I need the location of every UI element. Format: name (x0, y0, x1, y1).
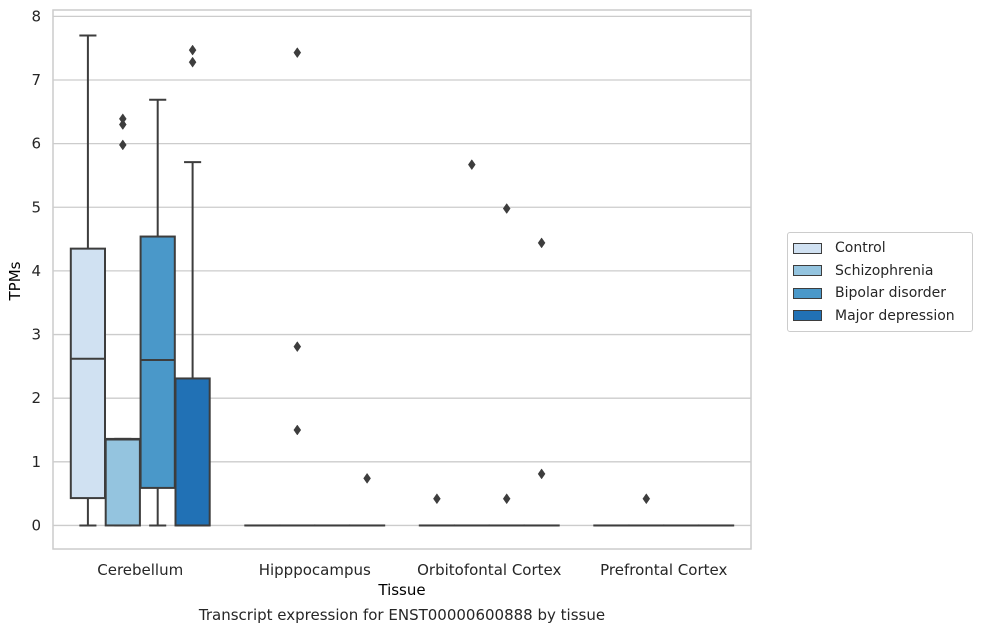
chart-title: Transcript expression for ENST0000060088… (198, 606, 606, 624)
legend-item: Schizophrenia (788, 260, 972, 283)
y-tick-label: 4 (31, 262, 41, 280)
legend-swatch (793, 287, 822, 299)
box-iqr (139, 235, 176, 489)
y-tick-label: 3 (31, 326, 41, 344)
y-tick-label: 0 (31, 516, 41, 534)
outlier-point (537, 237, 546, 249)
box-iqr (104, 437, 141, 527)
legend-label: Control (835, 240, 886, 257)
legend-label: Bipolar disorder (835, 285, 947, 302)
box-plot (174, 44, 211, 527)
box-plots (69, 34, 735, 527)
y-tick-label: 5 (31, 198, 41, 216)
box-iqr (69, 247, 107, 500)
y-tick-labels: 0 1 2 3 4 5 6 7 8 (31, 7, 41, 534)
outlier-point (188, 44, 197, 56)
x-tick-label: Cerebellum (97, 561, 183, 579)
x-tick-labels: Cerebellum Hipppocampus Orbitofontal Corte… (97, 561, 727, 579)
box-plot (453, 159, 490, 527)
outlier-point (118, 113, 127, 125)
y-tick-label: 8 (31, 7, 41, 25)
legend-label: Major depression (835, 307, 955, 324)
box-plot (628, 493, 665, 527)
outlier-point (363, 472, 371, 484)
legend-item: Bipolar disorder (788, 282, 972, 305)
outlier-point (293, 341, 302, 353)
legend-item: Control (788, 237, 972, 260)
legend-swatch (793, 265, 822, 277)
outlier-point (188, 56, 197, 68)
legend-swatch (793, 242, 822, 254)
box-plot (139, 98, 176, 527)
x-tick-label: Orbitofontal Cortex (417, 561, 561, 579)
x-tick-label: Prefrontal Cortex (600, 561, 727, 579)
legend-swatch (793, 310, 822, 322)
plot-frame (52, 9, 752, 550)
legend-item: Major depression (788, 305, 972, 328)
y-tick-label: 7 (31, 71, 41, 89)
outlier-point (502, 203, 511, 214)
legend-label: Schizophrenia (835, 262, 934, 279)
box-plot (104, 113, 141, 527)
outlier-point (433, 493, 441, 505)
box-plot (488, 203, 525, 527)
outlier-point (467, 159, 476, 171)
x-axis-label: Tissue (377, 581, 425, 599)
box-plot (348, 472, 386, 527)
outlier-point (293, 424, 302, 436)
y-tick-label: 6 (31, 135, 41, 153)
box-iqr (174, 377, 211, 527)
legend: Control Schizophrenia Bipolar disorder Majo… (787, 232, 973, 332)
box-plot (418, 493, 456, 527)
outlier-point (642, 493, 651, 505)
box-plot (279, 47, 316, 527)
outlier-point (118, 139, 127, 151)
x-tick-label: Hipppocampus (259, 561, 371, 579)
box-plot (69, 34, 107, 527)
box-plot (523, 237, 560, 527)
outlier-point (537, 468, 546, 480)
y-tick-label: 2 (31, 389, 41, 407)
outlier-point (502, 493, 511, 505)
y-axis-label: TPMs (6, 261, 24, 301)
outlier-point (118, 119, 127, 130)
y-tick-label: 1 (31, 453, 41, 471)
outlier-point (293, 47, 302, 59)
